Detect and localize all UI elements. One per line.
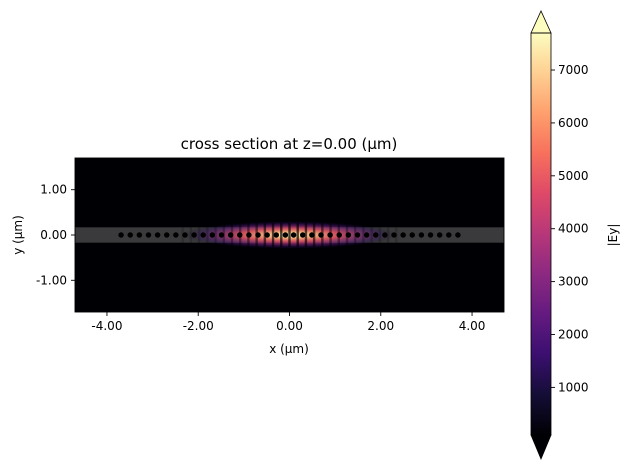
x-tick-label: 4.00 (459, 319, 486, 333)
x-axis-label: x (μm) (269, 342, 309, 356)
hole-marker (336, 232, 342, 238)
x-tick-label: 0.00 (276, 319, 303, 333)
hole-marker (127, 232, 133, 238)
colorbar-extend-max (530, 10, 552, 34)
field-layer (75, 220, 504, 250)
hole-marker (246, 232, 252, 238)
x-axis: -4.00 -2.00 0.00 2.00 4.00 (91, 312, 485, 333)
hole-marker (409, 232, 416, 238)
x-tick-label: -2.00 (183, 319, 214, 333)
colorbar-tick-label: 1000 (558, 380, 589, 394)
colorbar: 1000 2000 3000 4000 5000 6000 7000 |Ey| (530, 10, 620, 461)
hole-marker (327, 232, 333, 238)
hole-marker (173, 232, 179, 238)
hole-marker (318, 232, 324, 238)
plot-area (74, 157, 505, 313)
colorbar-tick-label: 6000 (558, 116, 589, 130)
colorbar-gradient (531, 33, 551, 435)
y-tick-label: 0.00 (40, 228, 67, 242)
chart-title: cross section at z=0.00 (μm) (181, 135, 398, 153)
hole-marker (299, 232, 306, 238)
hole-marker (191, 232, 197, 238)
field-fringe-node (214, 223, 217, 247)
hole-marker (273, 232, 280, 238)
field-fringe-node (370, 223, 373, 247)
colorbar-tick-label: 3000 (558, 275, 589, 289)
field-fringe-node (296, 223, 299, 247)
hole-marker (145, 232, 152, 238)
field-fringe-node (197, 223, 201, 247)
y-tick-label: 1.00 (40, 183, 67, 197)
y-tick-label: -1.00 (36, 273, 67, 287)
hole-marker (391, 232, 397, 238)
hole-marker (163, 232, 170, 238)
hole-marker (436, 232, 443, 238)
field-fringe-node (280, 223, 283, 247)
x-tick-label: -4.00 (91, 319, 122, 333)
colorbar-extend-min (530, 434, 552, 461)
hole-marker (455, 232, 461, 238)
hole-marker (418, 232, 425, 238)
hole-marker (446, 232, 452, 238)
y-axis: 1.00 0.00 -1.00 (36, 183, 75, 287)
field-fringe-node (362, 223, 365, 247)
field-fringe-node (288, 223, 291, 247)
hole-marker (237, 232, 243, 238)
field-fringe-node (206, 223, 209, 247)
hole-marker (345, 232, 352, 238)
hole-marker (373, 232, 379, 238)
hole-marker (290, 232, 297, 238)
hole-marker (209, 232, 216, 238)
hole-marker (200, 232, 206, 238)
colorbar-axis: 1000 2000 3000 4000 5000 6000 7000 (551, 63, 589, 394)
hole-marker (218, 232, 225, 238)
hole-marker (382, 232, 388, 238)
field-fringe-node (271, 223, 275, 247)
field-fringe-node (378, 223, 382, 247)
colorbar-tick-label: 2000 (558, 328, 589, 342)
field-fringe-node (304, 223, 308, 247)
hole-marker (427, 232, 434, 238)
field-fringe-node (386, 223, 390, 247)
colorbar-label: |Ey| (606, 224, 620, 247)
colorbar-tick-label: 4000 (558, 222, 589, 236)
y-axis-label: y (μm) (11, 215, 25, 255)
hole-marker (118, 232, 124, 238)
hole-marker (354, 232, 361, 238)
hole-marker (227, 232, 234, 238)
hole-marker (154, 232, 161, 238)
hole-marker (309, 232, 315, 238)
hole-marker (255, 232, 261, 238)
colorbar-tick-label: 7000 (558, 63, 589, 77)
hole-marker (363, 232, 370, 238)
colorbar-frame (530, 32, 552, 436)
hole-marker (400, 232, 406, 238)
colorbar-tick-label: 5000 (558, 169, 589, 183)
hole-marker (182, 232, 188, 238)
field-fringe-node (189, 223, 193, 247)
hole-marker (136, 232, 143, 238)
hole-marker (282, 232, 289, 238)
x-tick-label: 2.00 (367, 319, 394, 333)
hole-marker (264, 232, 270, 238)
